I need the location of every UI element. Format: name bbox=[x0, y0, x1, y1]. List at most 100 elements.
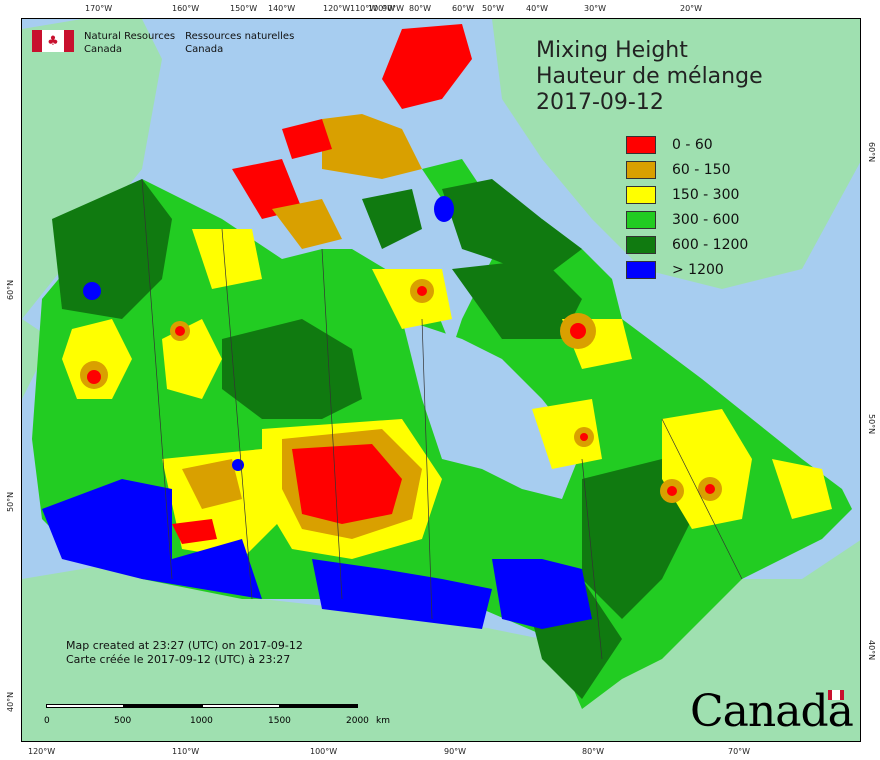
nwt-dark bbox=[222, 319, 362, 419]
scale-tick-label: 1500 bbox=[268, 716, 291, 726]
scale-segment bbox=[202, 704, 280, 708]
legend-label: 0 - 60 bbox=[672, 136, 713, 153]
hudson-strait-red bbox=[570, 323, 586, 339]
nunavut-yellow bbox=[372, 269, 452, 329]
legend-label: 600 - 1200 bbox=[672, 236, 749, 253]
lon-label: 160°W bbox=[172, 4, 200, 13]
lon-label: 100°W bbox=[310, 747, 338, 756]
lat-label: 50°N bbox=[867, 414, 876, 435]
legend-label: > 1200 bbox=[672, 261, 724, 278]
high-mixing-spot bbox=[434, 196, 454, 222]
map-canvas[interactable] bbox=[21, 18, 861, 742]
lon-label: 90°W bbox=[444, 747, 467, 756]
arctic-island bbox=[322, 114, 422, 179]
legend-item: 300 - 600 bbox=[626, 207, 748, 232]
nwt-red bbox=[175, 326, 185, 336]
scale-segment bbox=[280, 704, 358, 708]
lon-label: 50°W bbox=[482, 4, 505, 13]
scale-tick-label: 1000 bbox=[190, 716, 213, 726]
canada-flag-icon: ♣ bbox=[32, 30, 74, 52]
lon-label: 100°W bbox=[368, 4, 396, 13]
scale-bar: 0 500 1000 1500 2000 km bbox=[44, 704, 390, 726]
lon-label: 110°W bbox=[172, 747, 200, 756]
legend-swatch bbox=[626, 135, 656, 154]
legend-label: 60 - 150 bbox=[672, 161, 731, 178]
org-name-en: Natural Resources Canada bbox=[84, 30, 175, 56]
title-en: Mixing Height bbox=[536, 38, 688, 63]
scale-segment bbox=[124, 704, 202, 708]
title-fr: Hauteur de mélange bbox=[536, 64, 763, 89]
newfoundland-yellow bbox=[772, 459, 832, 519]
labrador-red bbox=[667, 486, 677, 496]
bc-blue bbox=[42, 479, 262, 599]
nrcan-logo: ♣ Natural Resources Canada Ressources na… bbox=[32, 30, 294, 56]
org-en-line1: Natural Resources bbox=[84, 31, 176, 42]
legend-label: 150 - 300 bbox=[672, 186, 740, 203]
lon-label: 150°W bbox=[230, 4, 258, 13]
quebec-north-yellow bbox=[532, 399, 602, 469]
lon-label: 80°W bbox=[409, 4, 432, 13]
legend-item: 600 - 1200 bbox=[626, 232, 748, 257]
nunavut-dark bbox=[452, 259, 582, 339]
prairies-blue bbox=[312, 559, 492, 629]
legend-item: 0 - 60 bbox=[626, 132, 748, 157]
legend-swatch bbox=[626, 260, 656, 279]
baffin-island bbox=[442, 179, 582, 279]
org-fr-line2: Canada bbox=[185, 44, 224, 55]
legend-swatch bbox=[626, 185, 656, 204]
lat-label: 60°N bbox=[867, 142, 876, 163]
arctic-island bbox=[362, 189, 422, 249]
scale-tick-label: 2000 bbox=[346, 716, 369, 726]
legend-swatch bbox=[626, 210, 656, 229]
province-boundaries bbox=[141, 178, 743, 660]
legend-item: 150 - 300 bbox=[626, 182, 748, 207]
legend: 0 - 60 60 - 150 150 - 300 300 - 600 600 … bbox=[626, 132, 748, 282]
yukon-yellow bbox=[62, 319, 132, 399]
bc-blue-spot bbox=[232, 459, 244, 471]
org-fr-line1: Ressources naturelles bbox=[185, 31, 295, 42]
canada-wordmark: Canada bbox=[690, 686, 854, 737]
lat-label: 60°N bbox=[6, 279, 15, 300]
lon-label: 80°W bbox=[582, 747, 605, 756]
ontario-blue bbox=[492, 559, 592, 629]
lon-label: 90°W bbox=[382, 4, 405, 13]
hudson-bay bbox=[402, 319, 582, 499]
quebec-red bbox=[580, 433, 588, 441]
wordmark-flag-icon bbox=[828, 690, 844, 700]
yukon-blue bbox=[83, 282, 101, 300]
org-en-line2: Canada bbox=[84, 44, 123, 55]
yukon-dark bbox=[52, 179, 172, 319]
arctic-island bbox=[232, 159, 302, 219]
lon-label: 120°W bbox=[28, 747, 56, 756]
legend-label: 300 - 600 bbox=[672, 211, 740, 228]
lon-label: 120°W bbox=[323, 4, 351, 13]
org-name-fr: Ressources naturelles Canada bbox=[185, 30, 294, 56]
yukon-red bbox=[87, 370, 101, 384]
legend-item: 60 - 150 bbox=[626, 157, 748, 182]
alberta-orange bbox=[182, 459, 242, 509]
labrador-yellow bbox=[662, 409, 752, 529]
ellesmere-island bbox=[382, 24, 472, 109]
map-title: Mixing Height Hauteur de mélange 2017-09… bbox=[536, 38, 763, 116]
arctic-yellow bbox=[192, 229, 262, 289]
mixing-height-map bbox=[22, 19, 860, 741]
credits: Map created at 23:27 (UTC) on 2017-09-12… bbox=[66, 639, 303, 667]
legend-swatch bbox=[626, 235, 656, 254]
scale-tick-label: 500 bbox=[114, 716, 132, 726]
lon-label: 20°W bbox=[680, 4, 703, 13]
labrador-red bbox=[705, 484, 715, 494]
lon-label: 60°W bbox=[452, 4, 475, 13]
greenland-land bbox=[492, 19, 860, 289]
lat-label: 40°N bbox=[867, 640, 876, 661]
lat-label: 50°N bbox=[6, 491, 15, 512]
credit-fr: Carte créée le 2017-09-12 (UTC) à 23:27 bbox=[66, 653, 291, 666]
title-date: 2017-09-12 bbox=[536, 90, 664, 115]
lon-label: 140°W bbox=[268, 4, 296, 13]
alberta-red bbox=[172, 519, 217, 544]
legend-swatch bbox=[626, 160, 656, 179]
lat-label: 40°N bbox=[6, 691, 15, 712]
lon-label: 40°W bbox=[526, 4, 549, 13]
legend-item: > 1200 bbox=[626, 257, 748, 282]
lon-label: 170°W bbox=[85, 4, 113, 13]
